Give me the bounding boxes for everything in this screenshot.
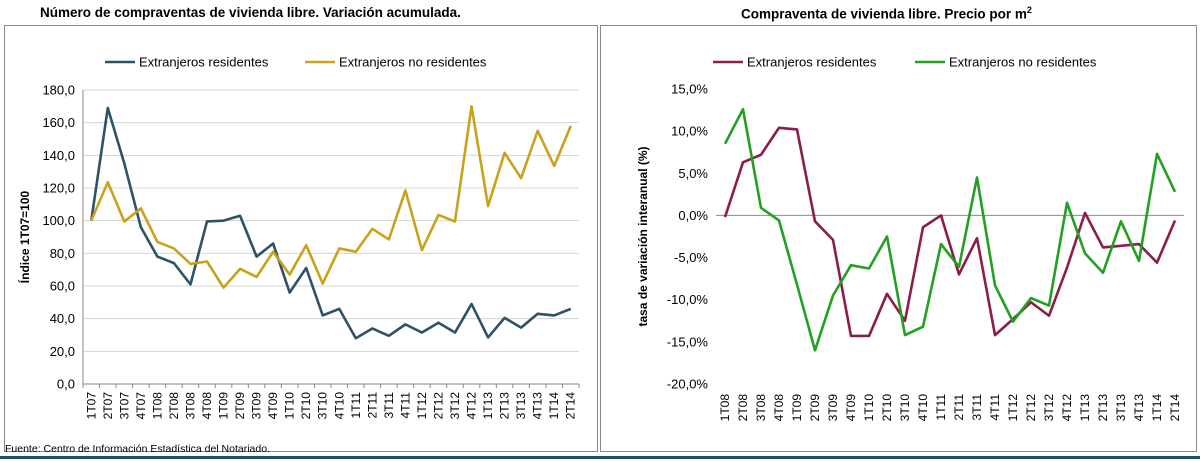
left-chart-x-tick-label: 4T10 <box>332 392 346 420</box>
left-chart-x-tick-label: 4T12 <box>465 392 479 420</box>
right-chart-x-tick-label: 1T10 <box>862 394 876 422</box>
left-chart-series-line-1 <box>89 106 572 340</box>
source-note: Fuente: Centro de Información Estadístic… <box>5 443 270 455</box>
right-chart-legend-label-1: Extranjeros residentes <box>747 55 877 70</box>
left-chart-x-tick-label: 3T13 <box>514 392 528 420</box>
left-chart-x-tick-label: 3T08 <box>183 392 197 420</box>
left-chart-x-tick-label: 3T09 <box>250 392 264 420</box>
left-chart-x-tick-label: 2T08 <box>167 392 181 420</box>
left-chart-y-tick-label: 20,0 <box>50 344 75 359</box>
left-chart-x-tick-label: 3T12 <box>448 392 462 420</box>
right-chart-y-tick-label: 15,0% <box>671 82 708 97</box>
left-chart-x-tick-label: 2T09 <box>233 392 247 420</box>
right-chart-x-tick-label: 3T13 <box>1114 394 1128 422</box>
right-chart-y-tick-label: -10,0% <box>667 292 709 307</box>
right-chart-plot: -20,0% -15,0% -10,0% -5,0% 0,0% 5,0% 10,0% 15,0… <box>636 55 1184 422</box>
right-chart-x-tick-label: 4T08 <box>772 394 786 422</box>
left-chart-legend-label-2: Extranjeros no residentes <box>339 55 487 70</box>
left-chart-x-tick-label: 4T08 <box>200 392 214 420</box>
left-chart-y-tick-label: 180,0 <box>42 83 75 98</box>
left-chart-x-tick-label: 1T08 <box>150 392 164 420</box>
bottom-border <box>0 456 1200 459</box>
right-chart-x-tick-label: 1T13 <box>1078 394 1092 422</box>
right-chart-frame <box>600 25 1197 452</box>
left-chart-x-tick-label: 3T07 <box>117 392 131 420</box>
left-chart-x-tick-label: 1T14 <box>547 392 561 420</box>
right-chart-x-tick-label: 2T14 <box>1168 394 1182 422</box>
right-chart-title-superscript: 2 <box>1026 5 1032 15</box>
right-chart-x-tick-label: 4T11 <box>988 394 1002 421</box>
left-chart-y-tick-label: 0,0 <box>57 377 75 392</box>
right-chart-x-tick-label: 4T09 <box>844 394 858 422</box>
right-chart-x-tick-label: 3T08 <box>754 394 768 422</box>
left-chart-legend-label-1: Extranjeros residentes <box>139 55 269 70</box>
right-chart-x-tick-label: 1T08 <box>718 394 732 422</box>
left-chart-y-tick-label: 120,0 <box>42 181 75 196</box>
right-chart-series-line-1 <box>723 126 1177 338</box>
right-chart-y-tick-label: 5,0% <box>678 166 708 181</box>
right-chart-panel: Compraventa de vivienda libre. Precio po… <box>598 0 1200 452</box>
left-chart-x-tick-label: 2T10 <box>299 392 313 420</box>
right-chart-x-tick-label: 1T09 <box>790 394 804 422</box>
left-chart-panel: Número de compraventas de vivienda libre… <box>0 0 598 452</box>
left-chart-y-tick-label: 140,0 <box>42 148 75 163</box>
left-chart-x-tick-label: 1T07 <box>84 392 98 420</box>
left-chart-y-axis-title: Índice 1T07=100 <box>17 190 32 283</box>
left-chart-title: Número de compraventas de vivienda libre… <box>40 5 461 20</box>
right-chart-y-tick-label: -20,0% <box>667 377 709 392</box>
right-chart-y-tick-label: 0,0% <box>678 208 708 223</box>
left-chart-series-line-2 <box>90 105 572 289</box>
right-chart-series-line-2 <box>723 107 1177 352</box>
right-chart-x-tick-label: 2T11 <box>952 394 966 421</box>
left-chart-x-tick-label: 4T13 <box>531 392 545 420</box>
left-chart-x-tick-label: 4T07 <box>134 392 148 420</box>
left-chart-x-tick-label: 2T14 <box>564 392 578 420</box>
left-chart-x-tick-label: 3T11 <box>382 392 396 419</box>
left-chart-y-tick-label: 160,0 <box>42 115 75 130</box>
left-chart-x-tick-label: 1T13 <box>481 392 495 420</box>
right-chart-x-tick-label: 3T09 <box>826 394 840 422</box>
right-chart-x-tick-label: 2T08 <box>736 394 750 422</box>
left-chart-y-tick-label: 60,0 <box>50 279 75 294</box>
left-chart-plot: 0,0 20,0 40,0 60,0 80,0 100,0 120,0 140,0 160,0 1… <box>17 55 580 420</box>
left-chart-frame <box>4 25 598 452</box>
right-chart-title: Compraventa de vivienda libre. Precio po… <box>741 5 1032 22</box>
left-chart-x-tick-label: 2T11 <box>365 392 379 419</box>
left-chart-y-tick-label: 100,0 <box>42 213 75 228</box>
left-chart-x-tick-label: 1T10 <box>283 392 297 420</box>
right-chart-y-tick-label: 10,0% <box>671 124 708 139</box>
right-chart-x-tick-label: 3T10 <box>898 394 912 422</box>
right-chart-y-axis-title: tasa de variación interanual (%) <box>636 146 650 326</box>
right-chart-x-tick-label: 1T11 <box>934 394 948 421</box>
right-chart-x-tick-label: 4T13 <box>1132 394 1146 422</box>
left-chart-x-tick-label: 1T09 <box>217 392 231 420</box>
right-chart-x-tick-label: 4T12 <box>1060 394 1074 422</box>
left-chart-x-tick-label: 2T12 <box>431 392 445 420</box>
left-chart-x-tick-label: 4T11 <box>398 392 412 419</box>
right-chart-x-tick-label: 2T12 <box>1024 394 1038 422</box>
right-chart-x-tick-label: 2T13 <box>1096 394 1110 422</box>
right-chart-x-tick-label: 3T12 <box>1042 394 1056 422</box>
left-chart-y-tick-label: 40,0 <box>50 311 75 326</box>
left-chart-x-tick-label: 1T11 <box>349 392 363 419</box>
right-chart-y-tick-label: -15,0% <box>667 334 709 349</box>
left-chart-x-tick-label: 2T07 <box>101 392 115 420</box>
left-chart-x-tick-label: 3T10 <box>316 392 330 420</box>
right-chart-x-tick-label: 1T14 <box>1150 394 1164 422</box>
right-chart-title-text: Compraventa de vivienda libre. Precio po… <box>741 6 1027 22</box>
left-chart-x-tick-label: 2T13 <box>498 392 512 420</box>
right-chart-x-tick-label: 4T10 <box>916 394 930 422</box>
right-chart-x-tick-label: 3T11 <box>970 394 984 421</box>
right-chart-x-tick-label: 2T09 <box>808 394 822 422</box>
left-chart-y-tick-label: 80,0 <box>50 246 75 261</box>
right-chart-y-tick-label: -5,0% <box>674 250 708 265</box>
right-chart-x-tick-label: 1T12 <box>1006 394 1020 422</box>
left-chart-x-tick-label: 1T12 <box>415 392 429 420</box>
right-chart-legend-label-2: Extranjeros no residentes <box>949 55 1097 70</box>
right-chart-x-tick-label: 2T10 <box>880 394 894 422</box>
left-chart-x-tick-label: 4T09 <box>266 392 280 420</box>
